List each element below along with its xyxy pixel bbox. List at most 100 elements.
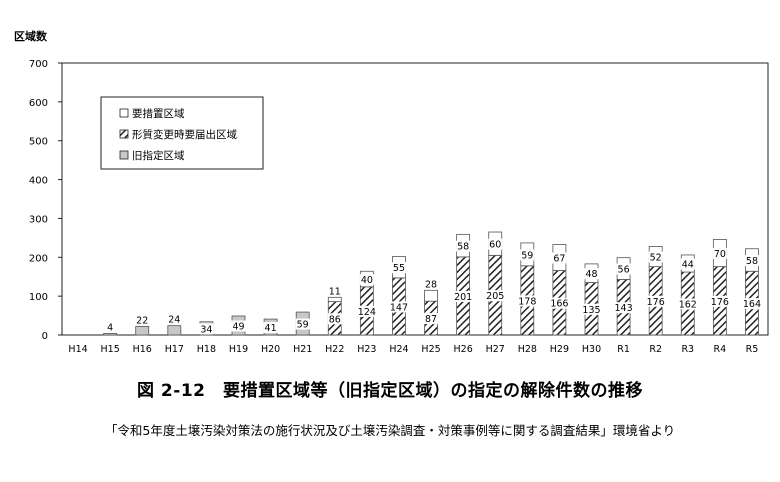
value-label: 147 [390, 302, 408, 313]
legend-label: 要措置区域 [132, 107, 185, 120]
value-label: 143 [615, 303, 633, 314]
value-label: 34 [200, 324, 212, 335]
figure-source: 「令和5年度土壌汚染対策法の施行状況及び土壌汚染調査・対策事例等に関する調査結果… [104, 423, 676, 438]
value-label: 205 [486, 291, 504, 302]
value-label-bg [648, 251, 663, 263]
value-label-bg [616, 263, 631, 275]
value-label: 59 [521, 250, 533, 261]
x-tick-label: H25 [421, 344, 440, 355]
x-tick-label: R1 [617, 344, 630, 355]
value-label-bg [645, 295, 666, 307]
y-axis: 0 100 200 300 400 500 600 700 [29, 59, 62, 342]
legend-swatch [119, 150, 129, 160]
value-labels: 4 22 24 34 49 41 59 86 11 124 40 147 55 87 28 201 58 205 6… [106, 238, 762, 335]
value-label: 22 [136, 315, 148, 326]
value-label-bg [456, 240, 471, 252]
value-label-bg [388, 301, 409, 313]
value-label-bg [295, 318, 310, 330]
x-tick-label: H30 [582, 344, 601, 355]
x-tick-label: R4 [714, 344, 727, 355]
legend-label: 形質変更時要届出区域 [132, 128, 237, 141]
value-label-bg [552, 252, 567, 264]
plot-area [61, 62, 769, 336]
value-label-bg [106, 321, 115, 333]
value-label-bg [744, 255, 759, 267]
value-label: 201 [454, 292, 472, 303]
chart-svg: 区域数 0 100 200 300 400 500 600 700 H14 H15 H16 H17 H… [14, 29, 769, 355]
x-tick-label: H22 [325, 344, 344, 355]
y-axis-title: 区域数 [14, 29, 48, 43]
x-tick-label: R5 [746, 344, 759, 355]
value-label-bg [488, 238, 503, 250]
value-label: 48 [585, 269, 597, 280]
value-label: 166 [550, 299, 568, 310]
value-label: 124 [358, 307, 376, 318]
value-label: 55 [393, 263, 405, 274]
value-label: 11 [329, 286, 341, 297]
x-tick-label: H15 [101, 344, 120, 355]
bar-segment [327, 296, 342, 302]
value-label: 60 [489, 240, 501, 251]
legend-swatch [119, 108, 129, 118]
value-label-bg [581, 303, 602, 315]
value-label-bg [424, 313, 439, 325]
value-label-bg [231, 320, 246, 332]
y-tick-label: 300 [29, 214, 48, 225]
value-label: 59 [297, 320, 309, 331]
value-label-bg [517, 295, 538, 307]
value-label: 58 [746, 256, 758, 267]
x-tick-label: H29 [550, 344, 569, 355]
value-label: 70 [714, 249, 726, 260]
value-label-bg [356, 305, 377, 317]
x-tick-label: H14 [68, 344, 87, 355]
x-tick-label: H24 [389, 344, 408, 355]
value-label-bg [359, 274, 374, 286]
bar-segment [135, 326, 150, 336]
value-label-bg [424, 278, 439, 290]
x-tick-label: H19 [229, 344, 248, 355]
value-label-bg [584, 268, 599, 280]
value-label-bg [680, 258, 695, 270]
value-label-bg [199, 323, 214, 335]
value-label: 58 [457, 242, 469, 253]
value-label-bg [613, 302, 634, 314]
value-label: 176 [647, 297, 665, 308]
y-tick-label: 700 [29, 59, 48, 70]
value-label: 24 [168, 315, 180, 326]
x-tick-label: H21 [293, 344, 312, 355]
value-label-bg [167, 313, 182, 325]
value-label: 40 [361, 275, 373, 286]
x-tick-label: H17 [165, 344, 184, 355]
value-label-bg [549, 297, 570, 309]
y-tick-label: 600 [29, 98, 48, 109]
value-label: 176 [711, 297, 729, 308]
y-tick-label: 0 [42, 331, 48, 342]
x-axis: H14 H15 H16 H17 H18 H19 H20 H21 H22 H23 H24 H25 H26 H… [68, 344, 758, 355]
legend-label: 旧指定区域 [132, 149, 185, 162]
bar-segment [103, 333, 118, 336]
value-label: 49 [232, 321, 244, 332]
value-label-bg [263, 322, 278, 334]
value-label-bg [453, 290, 474, 302]
value-label: 178 [518, 296, 536, 307]
x-tick-label: H28 [518, 344, 537, 355]
x-tick-label: R3 [681, 344, 694, 355]
value-label-bg [135, 314, 150, 326]
legend-swatch [119, 129, 129, 139]
x-tick-label: H26 [454, 344, 473, 355]
value-label: 164 [743, 299, 761, 310]
y-tick-label: 500 [29, 137, 48, 148]
value-label-bg [709, 295, 730, 307]
y-tick-label: 100 [29, 292, 48, 303]
value-label-bg [485, 290, 506, 302]
y-tick-label: 400 [29, 176, 48, 187]
value-label-bg [712, 248, 727, 260]
y-tick-label: 200 [29, 253, 48, 264]
x-tick-label: R2 [649, 344, 662, 355]
x-tick-label: H16 [133, 344, 152, 355]
value-label-bg [741, 298, 762, 310]
x-tick-label: H27 [486, 344, 505, 355]
value-label: 135 [582, 305, 600, 316]
value-label: 4 [107, 322, 113, 333]
